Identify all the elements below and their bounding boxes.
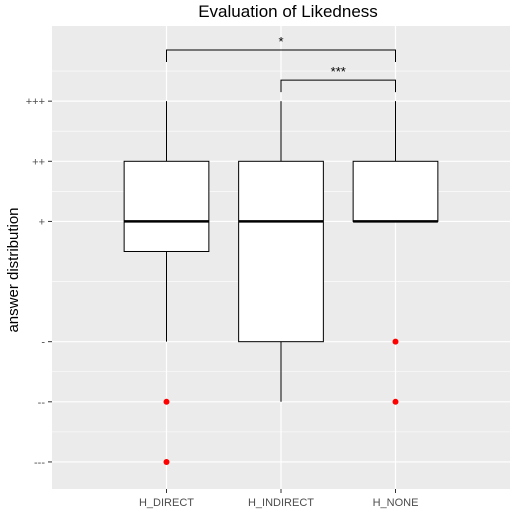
- x-tick-label: H_NONE: [373, 497, 419, 509]
- outlier-point: [392, 398, 399, 405]
- y-axis-label: answer distribution: [5, 207, 22, 332]
- chart-title: Evaluation of Likedness: [198, 2, 378, 21]
- y-tick-label: --: [38, 397, 46, 409]
- box: [352, 160, 439, 222]
- y-tick-label: +++: [26, 96, 45, 108]
- x-tick-label: H_INDIRECT: [248, 497, 314, 509]
- significance-bracket: [280, 79, 396, 93]
- y-tick-label: +: [39, 216, 45, 228]
- significance-label: *: [278, 34, 283, 49]
- box: [238, 160, 324, 343]
- outlier-point: [163, 458, 170, 465]
- significance-bracket: [166, 49, 396, 63]
- outlier-point: [163, 398, 170, 405]
- significance-label: ***: [331, 64, 346, 79]
- plot-area: ------++++++****H_DIRECT H_INDIRECT H_NONE: [26, 26, 510, 509]
- y-tick-label: ---: [34, 457, 45, 469]
- box: [123, 160, 210, 252]
- y-tick-label: -: [41, 337, 45, 349]
- outlier-point: [392, 338, 399, 345]
- x-tick-label: H_DIRECT: [139, 497, 194, 509]
- y-tick-label: ++: [32, 156, 45, 168]
